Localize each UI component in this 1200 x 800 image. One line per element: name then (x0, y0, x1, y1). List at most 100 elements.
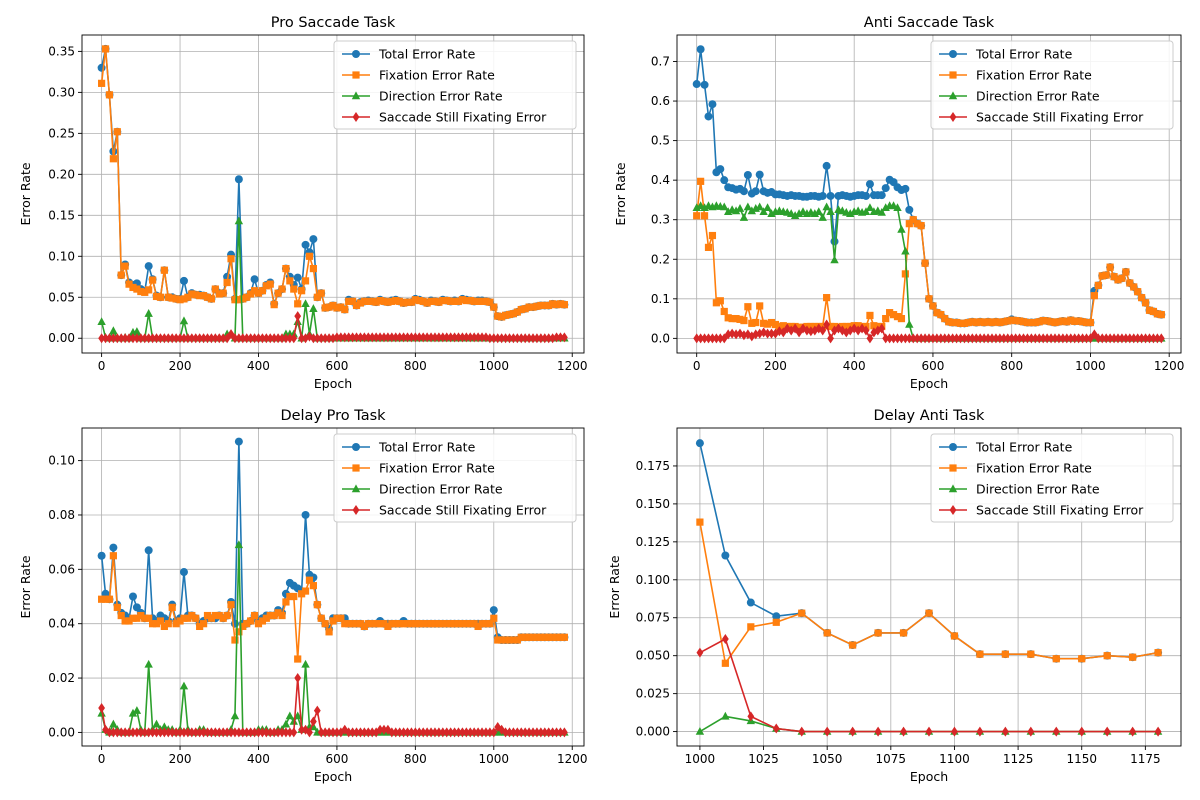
data-point (870, 322, 878, 330)
data-point (700, 212, 709, 220)
data-point (176, 296, 184, 304)
legend-marker (949, 71, 957, 79)
legend-box (333, 433, 577, 523)
data-point (746, 598, 755, 607)
x-tick-label: 1100 (939, 752, 970, 766)
data-point (168, 603, 176, 611)
data-point (502, 333, 509, 344)
y-tick-label: 0.7 (651, 55, 670, 69)
data-point (270, 611, 278, 620)
data-point (408, 332, 415, 343)
series (696, 633, 1162, 737)
data-point (199, 292, 208, 300)
data-point (490, 333, 498, 344)
data-point (968, 318, 976, 326)
data-point (321, 304, 329, 312)
data-point (160, 266, 168, 274)
legend-marker (948, 484, 958, 493)
data-point (721, 551, 730, 560)
data-point (121, 617, 129, 625)
data-point (486, 333, 494, 344)
data-point (826, 207, 835, 215)
y-tick-label: 0.1 (651, 292, 670, 306)
data-point (905, 220, 913, 228)
data-point (329, 617, 337, 625)
data-point (708, 100, 717, 109)
data-point (400, 727, 407, 738)
data-point (478, 620, 486, 628)
data-point (901, 246, 910, 255)
data-point (490, 614, 498, 622)
data-point (208, 333, 215, 344)
data-point (125, 333, 133, 344)
data-point (306, 331, 313, 342)
data-point (552, 633, 561, 641)
data-point (215, 611, 223, 620)
x-tick-label: 0 (98, 752, 106, 766)
data-point (113, 727, 121, 738)
legend-entry: Direction Error Rate (939, 89, 1100, 104)
data-point (329, 727, 337, 738)
data-point (700, 80, 709, 89)
legend: Total Error Rate Fixation Error Rate Direc… (333, 40, 577, 130)
data-point (281, 719, 291, 728)
data-point (145, 333, 153, 344)
data-point (1078, 318, 1087, 326)
y-tick-label: 0.06 (48, 562, 75, 576)
data-point (325, 303, 333, 311)
data-point (388, 297, 396, 305)
y-tick-label: 0.175 (636, 459, 670, 473)
data-point (1047, 318, 1055, 326)
x-tick-label: 200 (764, 359, 787, 373)
data-point (458, 296, 467, 304)
data-point (329, 333, 337, 344)
data-point (537, 301, 545, 310)
data-point (427, 297, 435, 305)
data-point (772, 612, 781, 621)
data-point (459, 727, 466, 738)
data-point (545, 727, 553, 738)
data-point (411, 332, 419, 343)
data-point (160, 727, 168, 738)
data-point (1024, 333, 1031, 344)
data-point (133, 333, 141, 344)
data-point (960, 319, 969, 327)
data-point (878, 323, 886, 334)
data-point (259, 333, 266, 344)
x-axis-label: Epoch (910, 769, 948, 784)
data-point (176, 727, 184, 738)
data-point (917, 222, 925, 230)
data-point (179, 681, 189, 690)
y-tick-label: 0.6 (651, 94, 670, 108)
data-point (435, 298, 443, 306)
legend-entry: Fixation Error Rate (342, 68, 495, 83)
x-tick-label: 1175 (1130, 752, 1161, 766)
data-point (556, 300, 565, 308)
data-point (290, 727, 298, 738)
data-point (234, 540, 244, 549)
data-point (1052, 726, 1060, 737)
data-point (132, 706, 142, 714)
data-point (270, 727, 278, 738)
data-point (521, 633, 529, 641)
data-point (529, 727, 537, 738)
axes-frame (676, 427, 1182, 747)
data-point (160, 722, 169, 731)
data-point (309, 333, 317, 344)
data-point (498, 333, 506, 344)
data-point (290, 333, 298, 344)
data-point (498, 313, 506, 321)
legend-label: Fixation Error Rate (976, 461, 1092, 476)
x-tick-label: 0 (693, 359, 701, 373)
data-point (133, 727, 141, 738)
data-point (270, 301, 278, 309)
data-point (250, 611, 259, 620)
data-point (223, 727, 231, 738)
data-point (357, 332, 364, 343)
data-point (961, 333, 968, 344)
y-tick-label: 0.5 (651, 134, 670, 148)
data-point (795, 323, 803, 331)
legend-marker (948, 91, 958, 100)
data-point (760, 319, 768, 327)
data-point (204, 727, 211, 738)
